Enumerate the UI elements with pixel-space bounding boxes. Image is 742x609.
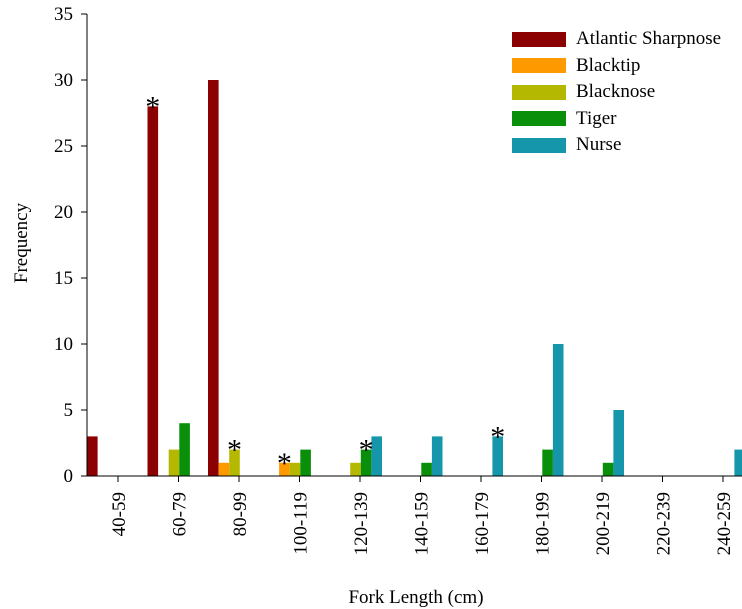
bar-blacknose-60-79 (168, 449, 180, 476)
x-axis: 40-59 60-79 80-99 100-119 120-139 140-159 160-… (87, 475, 742, 555)
y-axis-label: Frequency (11, 202, 32, 283)
x-axis-label: Fork Length (cm) (348, 587, 483, 608)
significance-asterisk: * (490, 420, 505, 453)
bar-tiger-60-79 (179, 423, 190, 476)
bar-nurse-160-179 (492, 436, 503, 476)
legend-swatch (512, 137, 566, 153)
bar-tiger-120-139 (360, 449, 372, 476)
y-tick-label: 25 (54, 136, 73, 157)
x-tick-label: 140-159 (412, 492, 433, 555)
bar-tiger-180-199 (542, 449, 553, 476)
significance-asterisk: * (359, 434, 374, 467)
y-tick-label: 20 (54, 202, 73, 223)
legend-label: Tiger (576, 107, 617, 129)
legend-swatch (512, 31, 566, 47)
legend-swatch (512, 58, 566, 74)
x-tick-label: 180-199 (533, 492, 554, 555)
bar-blacknose-100-119 (289, 462, 301, 476)
bar-nurse-120-139 (371, 436, 382, 476)
y-tick-label: 15 (54, 268, 73, 289)
legend-label: Blacknose (576, 81, 656, 103)
bar-blacktip-80-99 (218, 462, 230, 476)
x-tick-label: 220-239 (654, 492, 675, 555)
significance-asterisk: * (227, 434, 242, 467)
bar-blacknose-80-99 (229, 449, 240, 476)
bar-nurse-240-259 (734, 449, 742, 476)
significance-asterisk: * (277, 447, 292, 480)
significance-asterisk: * (145, 90, 160, 123)
bar-atlantic-sharpnose-80-99 (208, 80, 219, 476)
bars-group (87, 80, 742, 477)
y-tick-label: 10 (54, 334, 73, 355)
bar-blacktip-100-119 (279, 462, 290, 476)
x-tick-label: 40-59 (109, 492, 130, 536)
legend-item: Nurse (512, 132, 721, 159)
y-tick-label: 30 (54, 70, 73, 91)
legend-swatch (512, 111, 566, 127)
y-tick-label: 35 (54, 4, 73, 25)
legend-item: Blacktip (512, 53, 721, 80)
legend-label: Blacktip (576, 54, 641, 76)
x-tick-label: 60-79 (170, 492, 191, 536)
bar-tiger-100-119 (300, 449, 311, 476)
bar-nurse-200-219 (613, 410, 624, 476)
x-tick-label: 200-219 (593, 492, 614, 555)
legend-item: Tiger (512, 106, 721, 133)
bar-nurse-140-159 (431, 436, 443, 476)
legend-swatch (512, 84, 566, 100)
x-tick-label: 160-179 (472, 492, 493, 555)
bar-atlantic-sharpnose-60-79 (147, 106, 159, 477)
y-axis: 0 5 10 15 20 25 30 35 (54, 4, 88, 487)
bar-atlantic-sharpnose-40-59 (87, 436, 98, 476)
x-tick-label: 240-259 (714, 492, 735, 555)
bar-nurse-180-199 (552, 344, 564, 476)
bar-blacknose-120-139 (350, 462, 361, 476)
bar-tiger-200-219 (602, 462, 614, 476)
y-tick-label: 0 (64, 466, 74, 487)
x-tick-label: 100-119 (291, 492, 312, 555)
annotations-group: * * * * * (145, 90, 505, 479)
legend-label: Nurse (576, 134, 622, 156)
legend-label: Atlantic Sharpnose (576, 28, 722, 50)
legend-item: Atlantic Sharpnose (512, 26, 721, 53)
x-tick-label: 80-99 (230, 492, 251, 536)
legend: Atlantic Sharpnose Blacktip Blacknose Tiger… (512, 26, 721, 159)
x-tick-label: 120-139 (351, 492, 372, 555)
legend-item: Blacknose (512, 79, 721, 106)
y-tick-label: 5 (64, 400, 74, 421)
bar-tiger-140-159 (421, 462, 432, 476)
